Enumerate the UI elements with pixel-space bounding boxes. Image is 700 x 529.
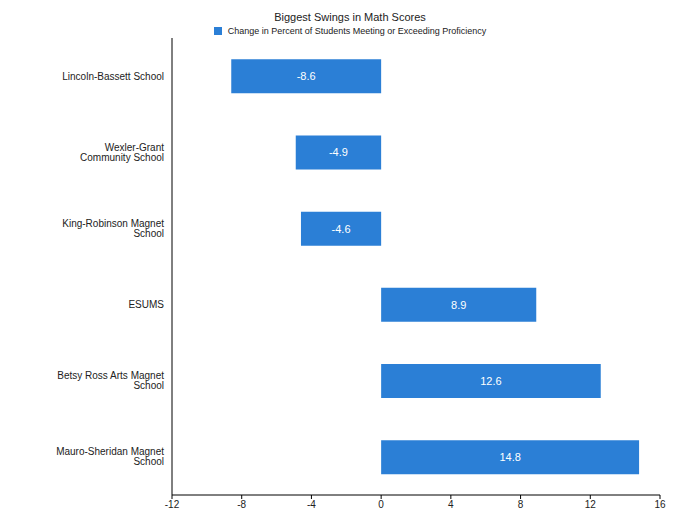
- svg-text:8.9: 8.9: [451, 299, 466, 311]
- svg-text:12: 12: [585, 499, 597, 510]
- svg-text:14.8: 14.8: [499, 451, 520, 463]
- svg-text:-4: -4: [307, 499, 316, 510]
- svg-text:Mauro-Sheridan MagnetSchool: Mauro-Sheridan MagnetSchool: [56, 446, 164, 467]
- svg-text:-8.6: -8.6: [297, 70, 316, 82]
- svg-text:Wexler-GrantCommunity School: Wexler-GrantCommunity School: [80, 142, 164, 163]
- svg-text:-8: -8: [237, 499, 246, 510]
- svg-text:Betsy Ross Arts MagnetSchool: Betsy Ross Arts MagnetSchool: [57, 370, 164, 391]
- svg-text:0: 0: [378, 499, 384, 510]
- svg-text:4: 4: [448, 499, 454, 510]
- svg-text:King-Robinson MagnetSchool: King-Robinson MagnetSchool: [62, 218, 164, 239]
- svg-text:-4.9: -4.9: [329, 146, 348, 158]
- svg-text:-4.6: -4.6: [332, 223, 351, 235]
- svg-text:8: 8: [518, 499, 524, 510]
- svg-text:-12: -12: [165, 499, 180, 510]
- svg-text:Lincoln-Bassett School: Lincoln-Bassett School: [62, 71, 164, 82]
- svg-text:16: 16: [654, 499, 666, 510]
- svg-text:12.6: 12.6: [480, 375, 501, 387]
- html-text:Change in Percent of Students: Change in Percent of Students Meeting or…: [227, 26, 487, 36]
- html-text:Biggest Swings in Math Scores: Biggest Swings in Math Scores: [274, 11, 426, 23]
- svg-text:ESUMS: ESUMS: [128, 299, 164, 310]
